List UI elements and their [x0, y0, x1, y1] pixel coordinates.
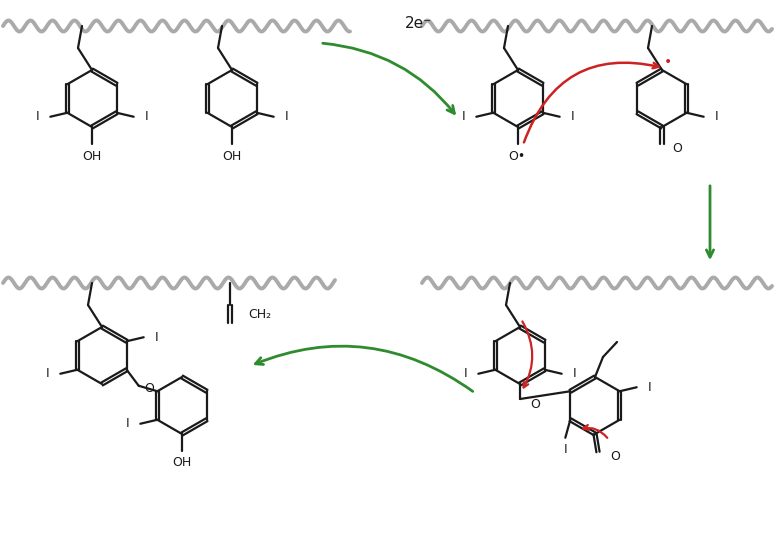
Text: OH: OH [222, 150, 242, 163]
Text: I: I [571, 110, 574, 123]
Text: I: I [285, 110, 288, 123]
FancyArrowPatch shape [322, 43, 454, 113]
Text: •: • [664, 55, 672, 69]
Text: OH: OH [82, 150, 102, 163]
Text: O: O [672, 141, 682, 155]
Text: O: O [145, 383, 155, 395]
FancyArrowPatch shape [524, 62, 659, 142]
Text: OH: OH [172, 456, 191, 470]
Text: I: I [463, 367, 467, 380]
FancyArrowPatch shape [584, 425, 608, 438]
Text: CH₂: CH₂ [249, 309, 271, 322]
Text: I: I [155, 331, 159, 344]
FancyArrowPatch shape [522, 322, 532, 387]
Text: O: O [530, 397, 540, 410]
FancyArrowPatch shape [706, 186, 714, 257]
Text: I: I [145, 110, 149, 123]
Text: I: I [36, 110, 39, 123]
Text: I: I [648, 381, 652, 394]
Text: I: I [715, 110, 718, 123]
Text: I: I [46, 367, 49, 380]
Text: I: I [461, 110, 465, 123]
Text: I: I [573, 367, 577, 380]
Text: 2e⁻: 2e⁻ [405, 15, 432, 31]
Text: I: I [563, 443, 567, 456]
Text: O: O [610, 449, 620, 463]
Text: I: I [126, 417, 129, 430]
FancyArrowPatch shape [256, 346, 473, 391]
Text: O•: O• [508, 151, 525, 163]
